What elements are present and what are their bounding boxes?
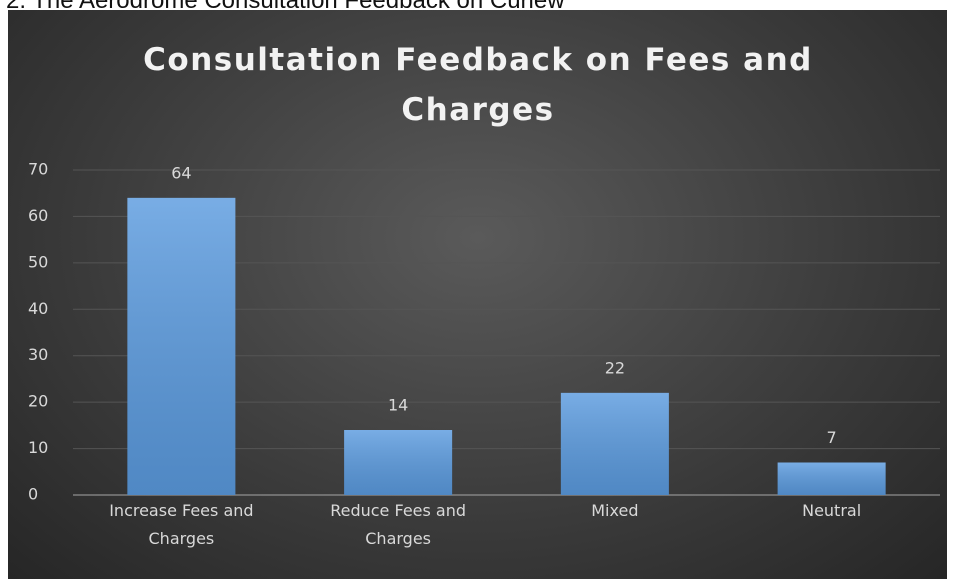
chart: 0 10 20 30 40 50 60 70 64 14 22 7 Consultation Feed… (8, 10, 947, 579)
y-tick-label: 40 (28, 299, 48, 318)
data-label: 64 (171, 163, 191, 182)
data-label: 22 (605, 358, 625, 377)
y-tick-label: 10 (28, 438, 48, 457)
data-label: 14 (388, 396, 408, 415)
y-tick-label: 20 (28, 392, 48, 411)
y-tick-label: 0 (28, 485, 38, 504)
y-tick-label: 70 (28, 160, 48, 179)
y-tick-label: 60 (28, 206, 48, 225)
bar (344, 430, 453, 495)
bar (777, 462, 886, 495)
x-tick-label: Neutral (802, 501, 862, 520)
x-tick-label: Mixed (591, 501, 639, 520)
chart-title: Consultation Feedback on Fees and Charge… (143, 42, 813, 128)
bar (560, 392, 669, 495)
y-tick-label: 50 (28, 252, 48, 271)
x-tick-label: Increase Fees and Charges (109, 501, 254, 548)
x-tick-label: Reduce Fees and Charges (330, 501, 467, 548)
bar (127, 197, 236, 495)
y-tick-label: 30 (28, 345, 48, 364)
data-label: 7 (827, 428, 837, 447)
